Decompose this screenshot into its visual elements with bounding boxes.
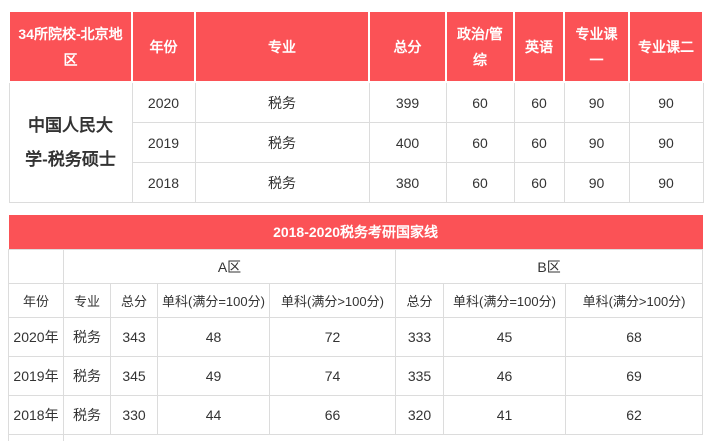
a-single100-cell: 49 xyxy=(157,356,270,396)
politics-cell: 60 xyxy=(445,122,515,163)
major-cell: 税务 xyxy=(63,317,111,357)
major-cell: 税务 xyxy=(194,81,370,123)
col-header-course1: 专业课一 xyxy=(563,10,630,83)
b-over100-cell: 69 xyxy=(564,356,704,396)
course2-cell: 90 xyxy=(628,122,704,163)
clipped-cell xyxy=(8,434,64,441)
zone-b-header: B区 xyxy=(394,249,704,284)
course2-cell: 90 xyxy=(628,162,704,203)
year-cell: 2019年 xyxy=(8,356,64,396)
table2-title-row: 2018-2020税务考研国家线 xyxy=(8,215,703,250)
english-cell: 60 xyxy=(513,122,565,163)
clipped-next-row xyxy=(8,434,703,442)
course2-cell: 90 xyxy=(628,81,704,123)
politics-cell: 60 xyxy=(445,81,515,123)
col-header-english: 英语 xyxy=(513,10,565,83)
a-over100-cell: 72 xyxy=(269,317,396,357)
col-header-politics: 政治/管综 xyxy=(445,10,515,83)
major-cell: 税务 xyxy=(194,122,370,163)
col-header-major: 专业 xyxy=(194,10,370,83)
english-cell: 60 xyxy=(513,162,565,203)
subcol-major: 专业 xyxy=(63,283,111,318)
subcol-year: 年份 xyxy=(8,283,64,318)
year-cell: 2019 xyxy=(131,122,196,163)
b-over100-cell: 62 xyxy=(564,395,704,435)
a-over100-cell: 74 xyxy=(269,356,396,396)
year-cell: 2020年 xyxy=(8,317,64,357)
score-row-2018: 2018 税务 380 60 60 90 90 xyxy=(9,162,704,203)
politics-cell: 60 xyxy=(445,162,515,203)
b-single100-cell: 41 xyxy=(443,395,566,435)
course1-cell: 90 xyxy=(563,162,630,203)
line-row-2019: 2019年 税务 345 49 74 335 46 69 xyxy=(8,356,704,396)
school-scores-table: 34所院校-北京地区 年份 专业 总分 政治/管综 英语 专业课一 专业课二 中… xyxy=(8,10,704,203)
b-total-cell: 335 xyxy=(395,356,444,396)
year-cell: 2020 xyxy=(131,81,196,123)
score-row-2020: 中国人民大学-税务硕士 2020 税务 399 60 60 90 90 xyxy=(8,81,704,203)
subcol-b-over100: 单科(满分>100分) xyxy=(564,283,704,318)
a-total-cell: 343 xyxy=(110,317,158,357)
b-total-cell: 333 xyxy=(395,317,444,357)
a-over100-cell: 66 xyxy=(269,395,396,435)
subcol-a-over100: 单科(满分>100分) xyxy=(269,283,396,318)
col-header-course2: 专业课二 xyxy=(628,10,704,83)
year-cell: 2018 xyxy=(131,162,196,203)
major-cell: 税务 xyxy=(63,356,111,396)
col-header-year: 年份 xyxy=(131,10,196,83)
english-cell: 60 xyxy=(513,81,565,123)
table2-subheader-row: 年份 专业 总分 单科(满分=100分) 单科(满分>100分) 总分 单科(满… xyxy=(8,283,704,318)
a-total-cell: 330 xyxy=(110,395,158,435)
b-single100-cell: 45 xyxy=(443,317,566,357)
b-single100-cell: 46 xyxy=(443,356,566,396)
b-total-cell: 320 xyxy=(395,395,444,435)
score-row-2019: 2019 税务 400 60 60 90 90 xyxy=(9,122,704,163)
major-cell: 税务 xyxy=(194,162,370,203)
col-header-total: 总分 xyxy=(368,10,447,83)
clipped-filler xyxy=(64,435,703,442)
col-header-region: 34所院校-北京地区 xyxy=(8,10,133,83)
subcol-a-single100: 单科(满分=100分) xyxy=(157,283,270,318)
year-cell: 2018年 xyxy=(8,395,64,435)
b-over100-cell: 68 xyxy=(564,317,704,357)
line-row-2018: 2018年 税务 330 44 66 320 41 62 xyxy=(8,395,704,435)
zone-empty-cell xyxy=(8,249,64,284)
course1-cell: 90 xyxy=(563,122,630,163)
a-total-cell: 345 xyxy=(110,356,158,396)
total-cell: 399 xyxy=(368,81,447,123)
a-single100-cell: 48 xyxy=(157,317,270,357)
table2-title: 2018-2020税务考研国家线 xyxy=(8,215,703,250)
a-single100-cell: 44 xyxy=(157,395,270,435)
zone-header-row: A区 B区 xyxy=(8,249,704,284)
subcol-b-total: 总分 xyxy=(395,283,444,318)
course1-cell: 90 xyxy=(563,81,630,123)
major-cell: 税务 xyxy=(63,395,111,435)
total-cell: 400 xyxy=(368,122,447,163)
table1-header-row: 34所院校-北京地区 年份 专业 总分 政治/管综 英语 专业课一 专业课二 xyxy=(8,10,704,83)
subcol-b-single100: 单科(满分=100分) xyxy=(443,283,566,318)
national-line-table: 2018-2020税务考研国家线 A区 B区 年份 专业 总分 单科(满分=10… xyxy=(8,215,704,442)
zone-a-header: A区 xyxy=(63,249,396,284)
line-row-2020: 2020年 税务 343 48 72 333 45 68 xyxy=(8,317,704,357)
subcol-a-total: 总分 xyxy=(110,283,158,318)
school-name-cell: 中国人民大学-税务硕士 xyxy=(8,81,133,203)
total-cell: 380 xyxy=(368,162,447,203)
